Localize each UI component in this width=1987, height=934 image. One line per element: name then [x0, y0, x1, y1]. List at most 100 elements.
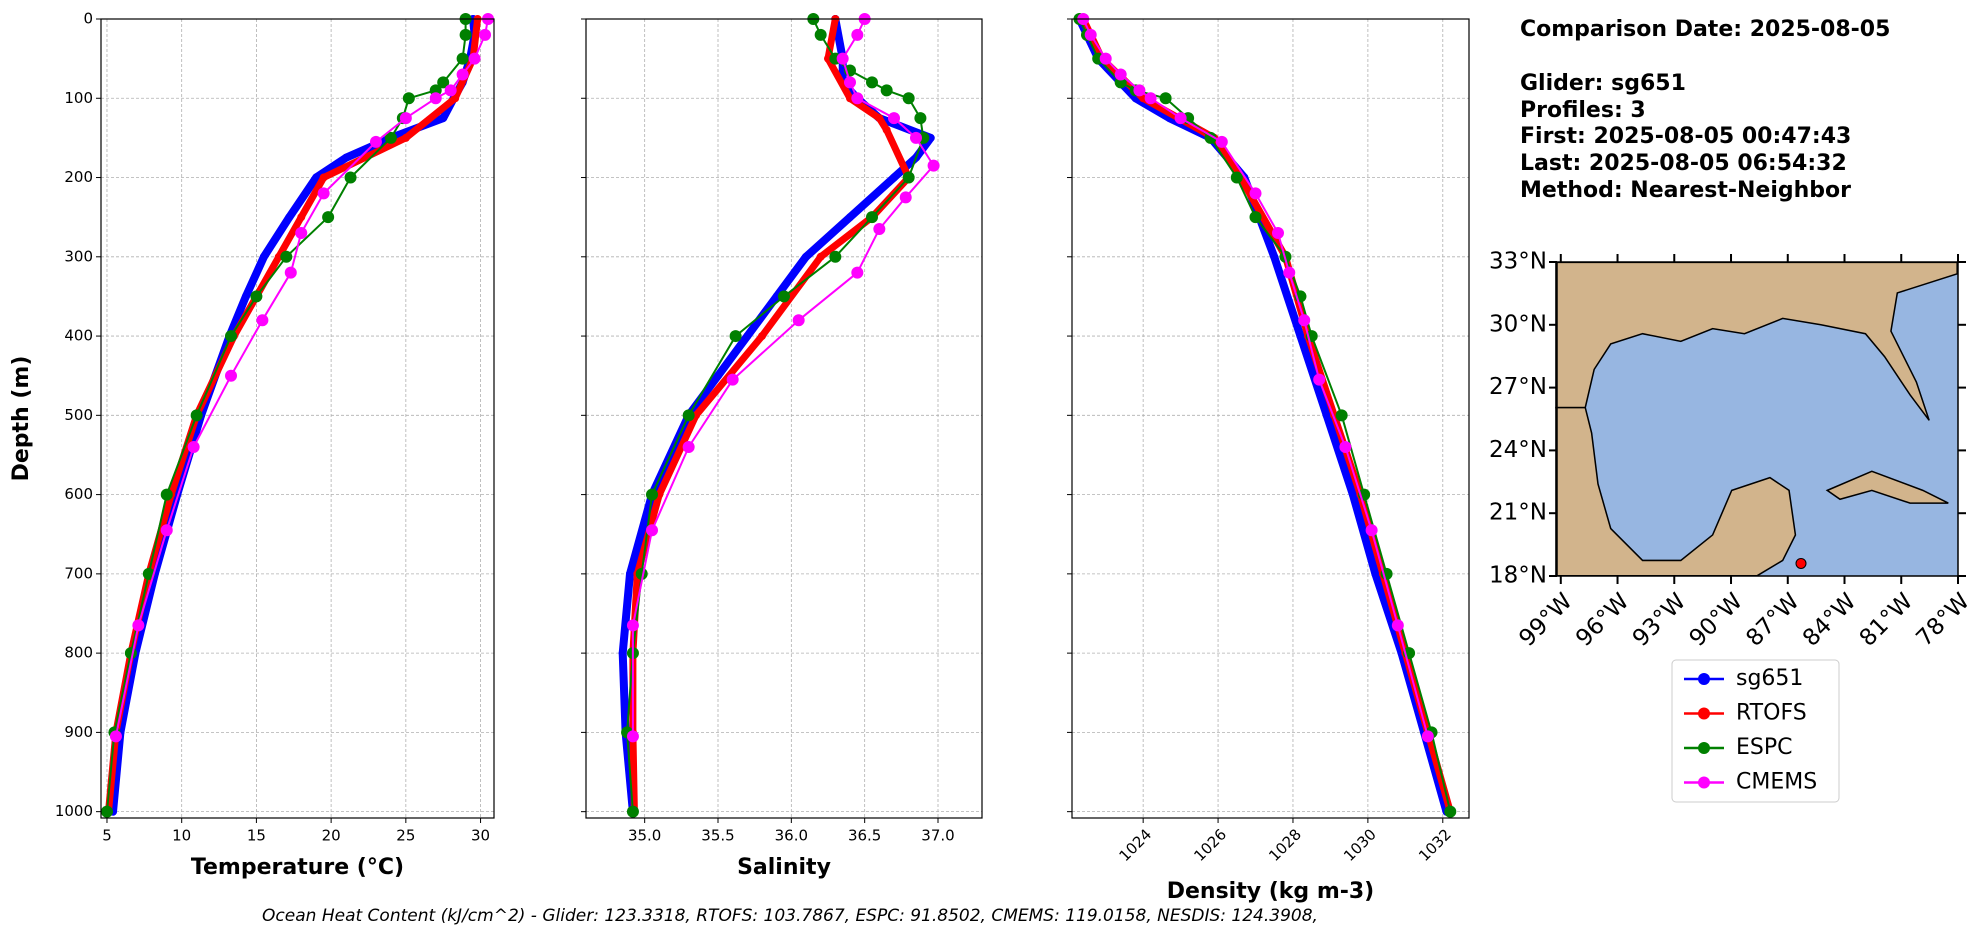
- y-tick-label: 0: [83, 10, 93, 28]
- info-line: Last: 2025-08-05 06:54:32: [1520, 151, 1847, 176]
- series-marker: [295, 227, 308, 240]
- series-marker: [1348, 490, 1357, 499]
- map-lat-label: 21°N: [1489, 500, 1547, 526]
- x-tick-label: 36.0: [775, 827, 808, 845]
- series-marker: [646, 488, 658, 501]
- x-tick-label: 35.0: [628, 827, 661, 845]
- series-marker: [468, 52, 481, 65]
- series-marker: [1215, 135, 1228, 148]
- series-marker: [456, 68, 469, 81]
- series-marker: [456, 52, 469, 65]
- plot: 1024 1026 1028 1030 1032 Density (kg m-3): [1067, 13, 1470, 904]
- series-marker: [312, 173, 321, 182]
- series-marker: [285, 213, 294, 222]
- y-tick-label: 200: [64, 168, 93, 186]
- info-line: Profiles: 3: [1520, 98, 1646, 123]
- series-marker: [882, 125, 891, 134]
- series-marker: [899, 191, 912, 204]
- map-frame: [1556, 261, 1959, 577]
- series-marker: [902, 171, 915, 184]
- series-marker: [401, 133, 410, 142]
- legend-marker: [1698, 742, 1710, 754]
- series-marker: [846, 213, 854, 222]
- info-line: Method: Nearest-Neighbor: [1520, 178, 1851, 203]
- series-marker: [459, 28, 472, 41]
- legend-label: CMEMS: [1736, 770, 1817, 795]
- x-tick-label: 1028: [1265, 825, 1305, 865]
- map-lon-label: 99°W: [1514, 588, 1577, 651]
- series-marker: [1084, 28, 1097, 41]
- x-axis-label: Density (kg m-3): [1167, 879, 1375, 904]
- x-tick-label: 5: [102, 827, 112, 845]
- x-tick-label: 1030: [1340, 825, 1380, 865]
- series-marker: [829, 250, 842, 263]
- series-marker: [626, 730, 639, 743]
- series-marker: [836, 52, 849, 65]
- x-tick-label: 10: [172, 827, 191, 845]
- series-marker: [1365, 524, 1378, 537]
- y-tick-label: 900: [64, 723, 93, 741]
- series-marker: [284, 266, 297, 279]
- series-marker: [479, 28, 492, 41]
- series-marker: [844, 76, 856, 89]
- series-marker: [1313, 373, 1326, 386]
- series-marker: [256, 314, 269, 327]
- series-marker: [1283, 266, 1296, 279]
- info-block: Comparison Date: 2025-08-05 Glider: sg65…: [1520, 17, 1890, 203]
- series-marker: [714, 371, 722, 380]
- series-marker: [1114, 68, 1127, 81]
- series-marker: [451, 94, 460, 103]
- map-lat-label: 18°N: [1489, 563, 1547, 589]
- series-marker: [1271, 227, 1284, 240]
- series-marker: [187, 441, 200, 454]
- series-marker: [1371, 569, 1380, 578]
- x-tick-label: 15: [247, 827, 266, 845]
- series-marker: [866, 76, 878, 89]
- series-line: [1082, 18, 1429, 738]
- series-marker: [1339, 441, 1352, 454]
- y-tick-label: 700: [64, 564, 93, 582]
- map-lat-label: 27°N: [1489, 374, 1547, 400]
- series-marker: [280, 250, 293, 263]
- series-marker: [1204, 131, 1217, 144]
- series-marker: [888, 112, 900, 125]
- y-tick-label: 400: [64, 327, 93, 345]
- map-land: [1555, 261, 1958, 577]
- series-marker: [225, 369, 238, 382]
- series-marker: [914, 112, 927, 125]
- series-marker: [1133, 84, 1146, 97]
- series-marker: [729, 330, 742, 343]
- series-marker: [626, 805, 639, 818]
- info-line: Glider: sg651: [1520, 71, 1686, 96]
- x-axis-label: Salinity: [737, 855, 831, 880]
- series-marker: [778, 290, 790, 303]
- plot: 0 100 200 300 400 500 600 700 800 900 1000 5 10 15 20 2…: [9, 10, 495, 880]
- legend-label: ESPC: [1736, 735, 1793, 760]
- series-marker: [344, 171, 357, 184]
- series-marker: [682, 409, 695, 422]
- series-marker: [816, 252, 825, 261]
- series-marker: [743, 332, 752, 341]
- axes-frame: [585, 18, 983, 819]
- series-marker: [646, 524, 658, 537]
- y-tick-label: 800: [64, 644, 93, 662]
- legend-box: [1671, 659, 1840, 803]
- series-marker: [873, 223, 886, 236]
- series-marker: [319, 173, 328, 182]
- legend-label: RTOFS: [1736, 701, 1807, 726]
- y-axis-label: Depth (m): [9, 356, 34, 482]
- info-title: Comparison Date: 2025-08-05: [1520, 17, 1890, 42]
- series-marker: [160, 488, 173, 501]
- info-line: First: 2025-08-05 00:47:43: [1520, 124, 1851, 149]
- series-marker: [1391, 619, 1404, 632]
- series-marker: [444, 84, 457, 97]
- map-lon-label: 87°W: [1741, 588, 1804, 651]
- series-marker: [682, 441, 695, 454]
- series-marker: [250, 290, 263, 303]
- series-marker: [297, 213, 306, 222]
- series-marker: [369, 135, 382, 148]
- x-axis-label: Temperature (°C): [191, 855, 404, 880]
- x-tick-label: 1032: [1415, 825, 1455, 865]
- series-marker: [1099, 52, 1112, 65]
